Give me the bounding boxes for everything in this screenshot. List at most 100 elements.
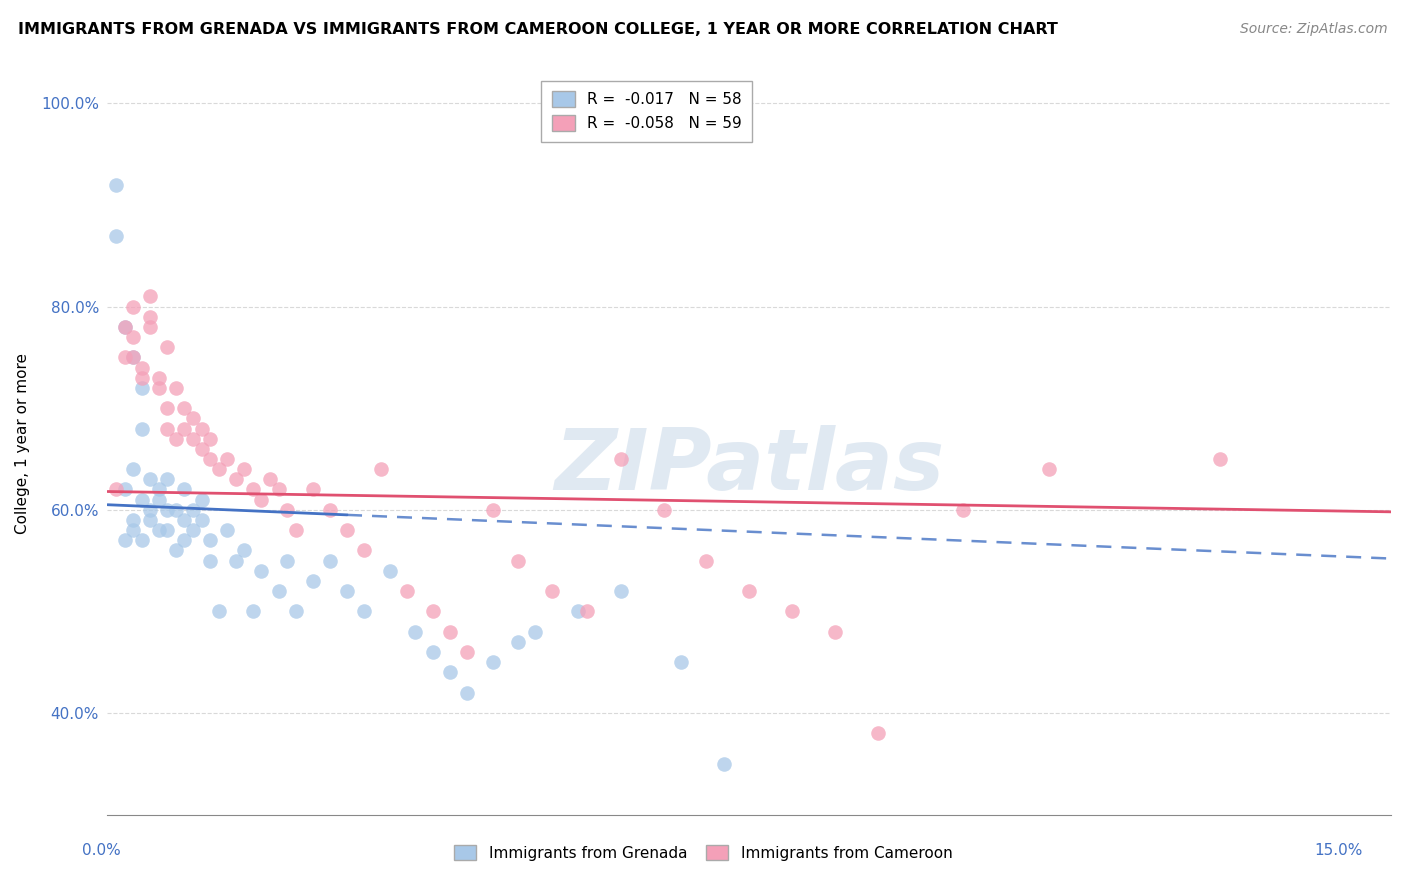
Point: [276, 553, 298, 567]
Point: [114, 351, 136, 365]
Point: [225, 472, 247, 486]
Point: [378, 564, 401, 578]
Text: IMMIGRANTS FROM GRENADA VS IMMIGRANTS FROM CAMEROON COLLEGE, 1 YEAR OR MORE CORR: IMMIGRANTS FROM GRENADA VS IMMIGRANTS FR…: [18, 22, 1059, 37]
Point: [181, 432, 204, 446]
Text: 0.0%: 0.0%: [82, 843, 121, 858]
Point: [695, 553, 717, 567]
Point: [122, 462, 145, 476]
Point: [242, 483, 264, 497]
Point: [456, 686, 478, 700]
Point: [395, 584, 418, 599]
Point: [131, 381, 153, 395]
Point: [122, 351, 145, 365]
Point: [139, 503, 162, 517]
Point: [131, 492, 153, 507]
Point: [181, 523, 204, 537]
Point: [481, 503, 503, 517]
Point: [148, 492, 170, 507]
Point: [669, 655, 692, 669]
Point: [217, 523, 239, 537]
Point: [610, 584, 633, 599]
Point: [131, 421, 153, 435]
Point: [301, 574, 323, 588]
Point: [198, 533, 221, 548]
Point: [866, 726, 889, 740]
Point: [114, 533, 136, 548]
Point: [156, 340, 179, 354]
Point: [114, 483, 136, 497]
Point: [148, 523, 170, 537]
Point: [114, 320, 136, 334]
Point: [165, 381, 187, 395]
Point: [198, 452, 221, 467]
Point: [198, 553, 221, 567]
Point: [952, 503, 974, 517]
Point: [284, 523, 307, 537]
Point: [173, 401, 195, 416]
Point: [336, 584, 359, 599]
Text: ZIPatlas: ZIPatlas: [554, 425, 945, 508]
Point: [165, 543, 187, 558]
Point: [319, 553, 342, 567]
Point: [181, 503, 204, 517]
Point: [250, 564, 273, 578]
Legend: R =  -0.017   N = 58, R =  -0.058   N = 59: R = -0.017 N = 58, R = -0.058 N = 59: [541, 80, 752, 142]
Point: [259, 472, 281, 486]
Point: [225, 553, 247, 567]
Point: [156, 503, 179, 517]
Point: [139, 289, 162, 303]
Point: [610, 452, 633, 467]
Point: [208, 462, 231, 476]
Point: [139, 513, 162, 527]
Point: [156, 523, 179, 537]
Point: [370, 462, 392, 476]
Point: [250, 492, 273, 507]
Point: [198, 432, 221, 446]
Point: [508, 635, 530, 649]
Point: [541, 584, 564, 599]
Point: [148, 381, 170, 395]
Point: [738, 584, 761, 599]
Point: [173, 421, 195, 435]
Y-axis label: College, 1 year or more: College, 1 year or more: [15, 353, 30, 534]
Point: [173, 533, 195, 548]
Point: [456, 645, 478, 659]
Point: [173, 483, 195, 497]
Point: [190, 513, 212, 527]
Point: [405, 624, 427, 639]
Point: [780, 604, 803, 618]
Point: [131, 533, 153, 548]
Text: Source: ZipAtlas.com: Source: ZipAtlas.com: [1240, 22, 1388, 37]
Point: [824, 624, 846, 639]
Point: [524, 624, 547, 639]
Point: [105, 228, 128, 243]
Point: [139, 320, 162, 334]
Point: [156, 472, 179, 486]
Point: [336, 523, 359, 537]
Point: [267, 584, 290, 599]
Point: [439, 665, 461, 680]
Point: [481, 655, 503, 669]
Point: [267, 483, 290, 497]
Point: [156, 421, 179, 435]
Point: [439, 624, 461, 639]
Point: [105, 178, 128, 192]
Point: [148, 483, 170, 497]
Point: [139, 310, 162, 324]
Point: [242, 604, 264, 618]
Point: [319, 503, 342, 517]
Point: [122, 513, 145, 527]
Point: [148, 370, 170, 384]
Point: [233, 462, 256, 476]
Point: [122, 351, 145, 365]
Point: [353, 543, 375, 558]
Point: [190, 492, 212, 507]
Point: [233, 543, 256, 558]
Point: [190, 442, 212, 456]
Point: [122, 330, 145, 344]
Point: [190, 421, 212, 435]
Point: [181, 411, 204, 425]
Point: [301, 483, 323, 497]
Point: [131, 360, 153, 375]
Point: [508, 553, 530, 567]
